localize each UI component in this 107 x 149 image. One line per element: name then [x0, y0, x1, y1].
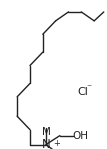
Text: N: N [42, 138, 50, 149]
Text: M: M [42, 127, 50, 137]
Text: OH: OH [73, 131, 89, 141]
Text: Cl: Cl [77, 87, 88, 97]
Text: ⁻: ⁻ [87, 83, 92, 93]
Text: +: + [54, 139, 60, 148]
